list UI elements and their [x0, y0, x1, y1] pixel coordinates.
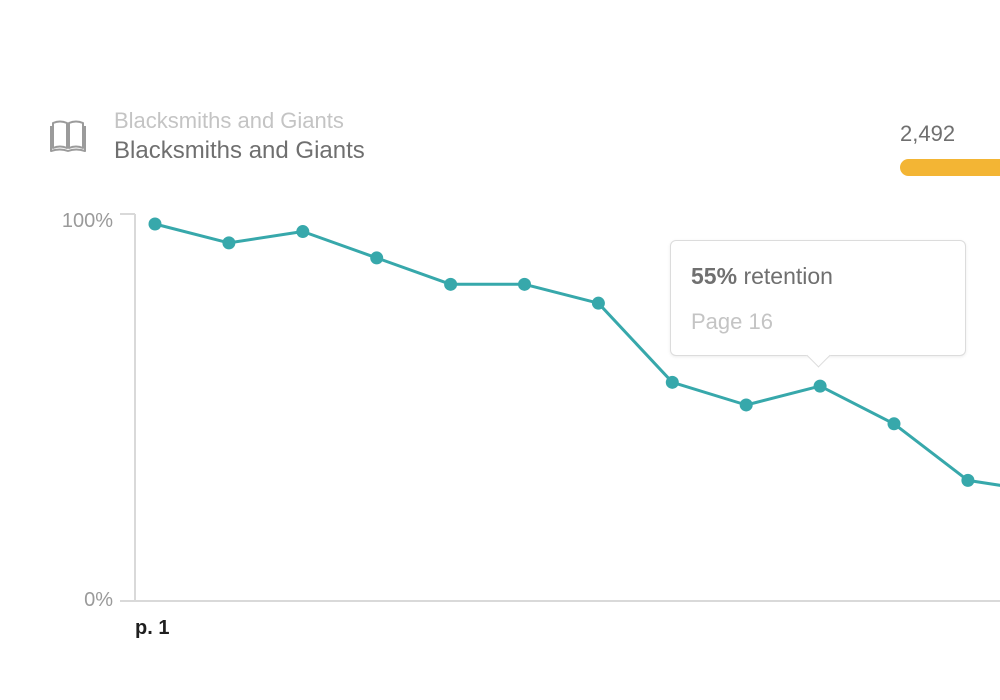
data-point[interactable]	[739, 398, 753, 412]
tooltip-retention: 55% retention	[691, 263, 833, 290]
tooltip-page: Page 16	[691, 309, 773, 334]
data-point[interactable]	[148, 217, 162, 231]
data-point[interactable]	[813, 379, 827, 393]
data-point[interactable]	[370, 251, 384, 265]
data-point[interactable]	[887, 417, 901, 431]
x-tick-label-first: p. 1	[135, 617, 170, 639]
y-tick-label-bottom: 0%	[84, 589, 113, 611]
y-tick-label-top: 100%	[61, 210, 113, 232]
retention-tooltip: 55% retention Page 16	[670, 240, 966, 356]
tooltip-label: retention	[743, 263, 833, 289]
data-point[interactable]	[222, 236, 236, 250]
data-point[interactable]	[665, 375, 679, 389]
data-point[interactable]	[518, 277, 531, 291]
data-point[interactable]	[444, 277, 458, 291]
book-subtitle: Blacksmiths and Giants	[114, 108, 344, 133]
book-icon	[50, 120, 86, 152]
data-point[interactable]	[961, 473, 975, 487]
book-title[interactable]: Blacksmiths and Giants	[114, 137, 365, 164]
data-point[interactable]	[296, 225, 310, 239]
reader-count: 2,492	[900, 121, 956, 146]
reader-count-bar	[900, 159, 1000, 176]
tooltip-value: 55%	[691, 263, 738, 289]
data-point[interactable]	[591, 296, 605, 310]
series-layer	[148, 217, 1000, 487]
reader-count-bar-fill	[900, 159, 1000, 176]
